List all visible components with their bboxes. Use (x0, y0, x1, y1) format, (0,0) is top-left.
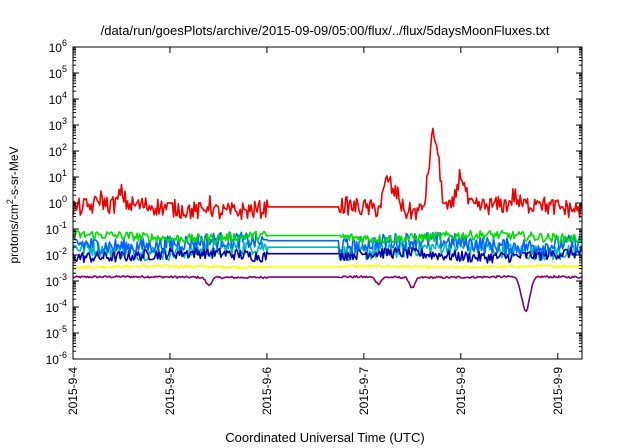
y-axis-label-superscript: 2 (5, 199, 15, 204)
x-tick-label: 2015-9-8 (454, 367, 468, 415)
y-tick-label: 100 (49, 194, 67, 211)
y-tick-label: 102 (49, 142, 67, 159)
y-tick-label-exponent: -2 (59, 246, 67, 256)
y-tick-label: 10-3 (46, 272, 67, 289)
y-tick-label: 10-1 (46, 220, 67, 237)
series-layer (72, 127, 583, 313)
y-tick-label-exponent: 1 (62, 168, 67, 178)
x-axis-label: Coordinated Universal Time (UTC) (225, 430, 424, 445)
x-tick-label: 2015-9-5 (163, 367, 177, 415)
y-axis: 10-610-510-410-310-210-11001011021031041… (46, 38, 582, 367)
y-tick-label: 10-5 (46, 324, 67, 341)
series-line (72, 264, 583, 270)
x-axis: 2015-9-4 2015-9-5 2015-9-6 2015-9-7 2015-9-8… (66, 47, 565, 415)
y-tick-label-exponent: -5 (59, 324, 67, 334)
y-tick-label: 105 (49, 64, 67, 81)
y-tick-label: 103 (49, 116, 67, 133)
x-tick-label: 2015-9-4 (66, 367, 80, 415)
series-line (72, 127, 583, 221)
y-tick-label-exponent: 2 (62, 142, 67, 152)
y-tick-label-exponent: 3 (62, 116, 67, 126)
chart-title: /data/run/goesPlots/archive/2015-09-09/0… (101, 23, 550, 38)
y-tick-label-base: 10 (49, 119, 63, 133)
series-line (72, 274, 583, 313)
y-tick-label-exponent: -1 (59, 220, 67, 230)
x-tick-label: 2015-9-9 (551, 367, 565, 415)
series-line (72, 246, 583, 264)
y-tick-label-base: 10 (49, 197, 63, 211)
x-tick-label: 2015-9-6 (260, 367, 274, 415)
y-tick-label-base: 10 (49, 67, 63, 81)
y-tick-label-base: 10 (46, 301, 60, 315)
y-tick-label: 106 (49, 38, 67, 55)
y-tick-label-base: 10 (46, 353, 60, 367)
y-tick-label-base: 10 (46, 223, 60, 237)
y-tick-label-base: 10 (49, 41, 63, 55)
y-tick-label-base: 10 (46, 327, 60, 341)
y-tick-label: 101 (49, 168, 67, 185)
y-axis-label-suffix: -s-sr-MeV (7, 146, 21, 199)
y-tick-label-base: 10 (49, 145, 63, 159)
y-tick-label-exponent: 5 (62, 64, 67, 74)
y-axis-label: protons/cm2-s-sr-MeV (5, 146, 21, 263)
y-tick-label-base: 10 (49, 93, 63, 107)
y-tick-label: 10-4 (46, 298, 67, 315)
y-tick-label: 10-6 (46, 350, 67, 367)
y-tick-label-exponent: -6 (59, 350, 67, 360)
y-tick-label-exponent: 6 (62, 38, 67, 48)
y-tick-label-exponent: -4 (59, 298, 67, 308)
series-line (72, 229, 583, 244)
x-tick-label: 2015-9-7 (357, 367, 371, 415)
y-tick-label-exponent: 0 (62, 194, 67, 204)
y-axis-label-main: protons/cm (7, 204, 21, 263)
series-line (72, 231, 583, 256)
y-tick-label-base: 10 (46, 249, 60, 263)
y-tick-label: 104 (49, 90, 67, 107)
y-tick-label-base: 10 (46, 275, 60, 289)
y-tick-label-exponent: 4 (62, 90, 67, 100)
y-tick-label-exponent: -3 (59, 272, 67, 282)
y-tick-label: 10-2 (46, 246, 67, 263)
y-tick-label-base: 10 (49, 171, 63, 185)
